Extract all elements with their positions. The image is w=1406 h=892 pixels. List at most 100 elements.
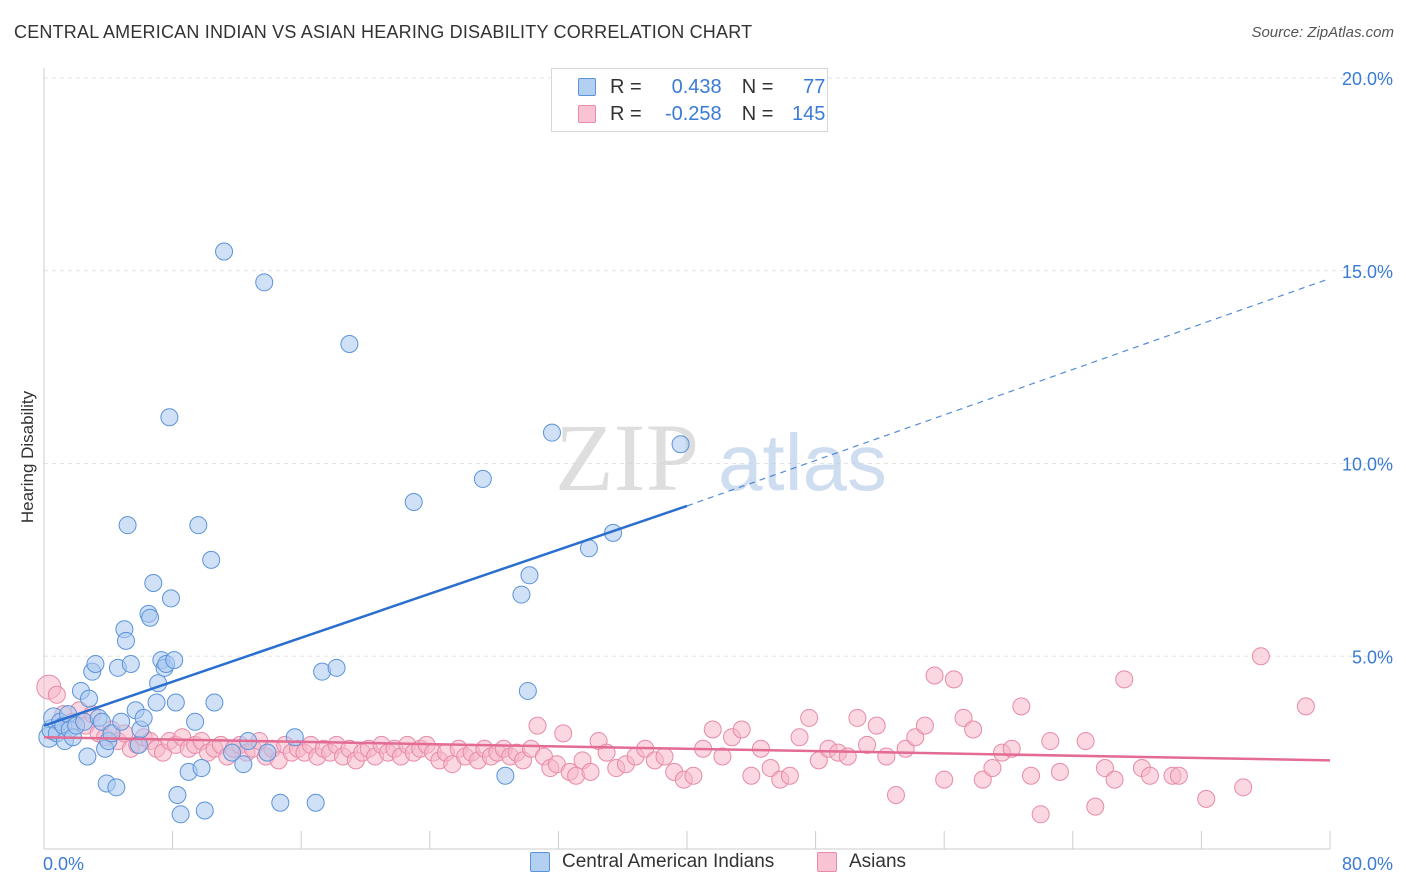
- central-american-indians-point: [192, 759, 211, 778]
- asians-point: [1105, 770, 1124, 789]
- central-american-indians-point: [205, 693, 224, 712]
- central-american-indians-point: [118, 516, 137, 535]
- asians-point: [935, 770, 954, 789]
- asians-point: [554, 724, 573, 743]
- central-american-indians-points: [38, 242, 690, 824]
- y-tick-label: 20.0%: [1342, 69, 1393, 89]
- asians-point: [1197, 789, 1216, 808]
- central-american-indians-point: [80, 689, 99, 708]
- x-tick-label: 0.0%: [43, 854, 84, 874]
- asians-point: [983, 759, 1002, 778]
- asians-point: [1234, 778, 1253, 797]
- central-american-indians-point: [160, 408, 179, 427]
- y-tick-label: 10.0%: [1342, 455, 1393, 475]
- asians-point: [867, 716, 886, 735]
- asians-point: [944, 670, 963, 689]
- watermark-atlas: atlas: [718, 418, 887, 507]
- central-american-indians-point: [512, 585, 531, 604]
- y-axis-label: Hearing Disability: [18, 390, 37, 523]
- asians-point: [47, 685, 66, 704]
- asians-point: [1022, 766, 1041, 785]
- asians-point: [1002, 739, 1021, 758]
- central-american-indians-point: [285, 728, 304, 747]
- central-american-indians-point: [271, 793, 290, 812]
- bottom-legend-label: Asians: [849, 851, 907, 872]
- asians-point: [886, 786, 905, 805]
- central-american-indians-point: [404, 493, 423, 512]
- central-american-indians-point: [496, 766, 515, 785]
- asians-point: [1012, 697, 1031, 716]
- central-american-indians-point: [78, 747, 97, 766]
- central-american-indians-point: [520, 566, 539, 585]
- central-american-indians-point: [147, 693, 166, 712]
- central-american-indians-point: [166, 693, 185, 712]
- central-american-indians-point: [141, 608, 160, 627]
- asians-point: [925, 666, 944, 685]
- central-american-indians-point: [518, 681, 537, 700]
- central-american-indians-point: [195, 801, 214, 820]
- central-american-indians-point: [223, 743, 242, 762]
- asians-point: [684, 766, 703, 785]
- central-american-indians-point: [144, 574, 163, 593]
- central-american-indians-point: [168, 786, 187, 805]
- legend-swatch-blue: [578, 78, 596, 96]
- bottom-legend-swatch-blue: [530, 852, 550, 872]
- blue-trend-extension: [686, 277, 1331, 507]
- central-american-indians-point: [473, 469, 492, 488]
- bottom-legend-central-american-indians: Central American Indians: [530, 851, 774, 873]
- bottom-legend-swatch-pink: [817, 852, 837, 872]
- asians-point: [780, 766, 799, 785]
- asians-point: [848, 708, 867, 727]
- asians-point: [732, 720, 751, 739]
- asians-point: [973, 770, 992, 789]
- central-american-indians-point: [189, 516, 208, 535]
- x-tick-label: 80.0%: [1342, 854, 1393, 874]
- central-american-indians-point: [671, 435, 690, 454]
- asians-point: [906, 728, 925, 747]
- central-american-indians-point: [116, 631, 135, 650]
- y-tick-label: 5.0%: [1352, 647, 1393, 667]
- legend-swatch-pink: [578, 105, 596, 123]
- asians-point: [1050, 762, 1069, 781]
- central-american-indians-point: [121, 654, 140, 673]
- pink-trend-line: [43, 735, 1331, 762]
- central-american-indians-point: [186, 712, 205, 731]
- asians-point: [1115, 670, 1134, 689]
- asians-point: [742, 766, 761, 785]
- tick-labels: 5.0% 10.0% 15.0% 20.0% 0.0% 80.0%: [43, 69, 1393, 874]
- asians-point: [1140, 766, 1159, 785]
- legend-r-label: R =: [610, 75, 642, 98]
- asians-point: [800, 708, 819, 727]
- source-label: Source: ZipAtlas.com: [1251, 24, 1394, 41]
- asians-point: [915, 716, 934, 735]
- bottom-legend-label: Central American Indians: [562, 851, 775, 872]
- central-american-indians-point: [134, 708, 153, 727]
- legend-row-asians: R = -0.258 N = 145: [552, 101, 825, 127]
- central-american-indians-point: [171, 805, 190, 824]
- legend-row-central-american-indians: R = 0.438 N = 77: [552, 74, 825, 100]
- asians-point: [1296, 697, 1315, 716]
- asians-point: [1095, 759, 1114, 778]
- y-tick-label: 15.0%: [1342, 262, 1393, 282]
- asians-point: [877, 747, 896, 766]
- legend-n-label: N =: [741, 75, 774, 98]
- legend-r-label: R =: [610, 102, 642, 125]
- asians-point: [1169, 766, 1188, 785]
- asians-points: [36, 647, 1315, 824]
- asians-point: [858, 735, 877, 754]
- central-american-indians-point: [258, 743, 277, 762]
- legend-n-value: 145: [792, 102, 826, 125]
- central-american-indians-point: [202, 550, 221, 569]
- asians-point: [1031, 805, 1050, 824]
- asians-point: [1251, 647, 1270, 666]
- central-american-indians-point: [234, 755, 253, 774]
- central-american-indians-point: [161, 589, 180, 608]
- watermark-zip: ZIP: [555, 404, 699, 511]
- asians-point: [1086, 797, 1105, 816]
- asians-point: [964, 720, 983, 739]
- asians-point: [581, 762, 600, 781]
- legend-r-value: -0.258: [664, 102, 722, 125]
- central-american-indians-point: [107, 778, 126, 797]
- legend-n-value: 77: [803, 75, 826, 98]
